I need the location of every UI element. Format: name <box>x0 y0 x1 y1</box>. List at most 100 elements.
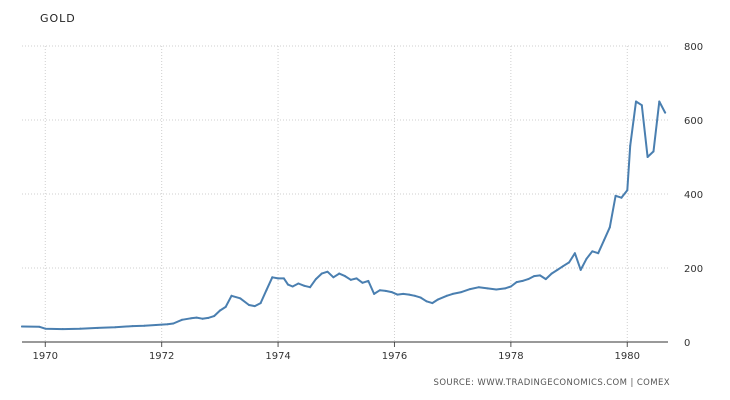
data-point <box>664 111 667 114</box>
data-point <box>265 289 268 292</box>
data-point <box>629 144 632 147</box>
data-point <box>143 324 146 327</box>
data-point <box>172 322 175 325</box>
data-point <box>349 278 352 281</box>
data-point <box>634 100 637 103</box>
x-tick-label: 1970 <box>33 351 58 362</box>
data-point <box>247 304 250 306</box>
data-point <box>277 277 280 280</box>
data-point <box>652 150 655 153</box>
data-point <box>579 268 582 271</box>
x-tick-label: 1980 <box>615 351 640 362</box>
data-point <box>344 275 346 278</box>
data-point <box>326 270 329 273</box>
data-point <box>195 316 198 319</box>
y-tick-label: 200 <box>684 264 703 275</box>
data-point <box>314 278 317 281</box>
data-point <box>189 317 192 320</box>
x-tick-label: 1974 <box>265 351 290 362</box>
data-point <box>431 302 434 305</box>
data-point <box>614 194 617 197</box>
data-point <box>303 284 306 287</box>
data-point <box>408 293 411 296</box>
data-point <box>332 276 335 279</box>
data-point <box>460 291 463 294</box>
x-tick-label: 1972 <box>149 351 174 362</box>
data-point <box>504 287 507 290</box>
chart-title: GOLD <box>40 12 76 25</box>
data-point <box>527 278 530 281</box>
data-point <box>297 282 300 285</box>
data-point <box>396 293 399 296</box>
data-point <box>320 272 323 275</box>
data-point <box>515 281 518 284</box>
data-point <box>282 277 285 280</box>
data-point <box>230 294 233 297</box>
data-point <box>259 302 262 305</box>
data-point <box>355 277 358 280</box>
data-point <box>181 318 184 321</box>
data-point <box>640 104 643 107</box>
source-attribution: SOURCE: WWW.TRADINGECONOMICS.COM | COMEX <box>433 378 670 388</box>
data-point <box>451 292 454 295</box>
data-point <box>166 323 169 326</box>
data-point <box>96 326 99 329</box>
y-tick-label: 600 <box>684 116 703 127</box>
data-point <box>218 309 221 312</box>
data-point <box>309 286 312 289</box>
data-point <box>486 287 489 290</box>
data-point <box>21 325 23 328</box>
data-point <box>413 294 416 297</box>
y-tick-label: 800 <box>684 42 703 53</box>
x-tick-label: 1976 <box>382 351 407 362</box>
data-point <box>544 278 547 281</box>
data-point <box>201 317 204 320</box>
data-point <box>608 226 611 229</box>
data-point <box>538 274 541 277</box>
data-point <box>44 327 47 330</box>
data-point <box>38 325 41 328</box>
data-point <box>562 265 565 268</box>
data-point <box>402 292 405 295</box>
data-point <box>550 272 553 275</box>
data-point <box>509 285 512 288</box>
data-point <box>253 305 256 308</box>
data-point <box>591 250 594 253</box>
data-point <box>338 272 341 275</box>
data-point <box>207 316 210 319</box>
data-point <box>291 285 294 288</box>
data-point <box>597 252 600 255</box>
data-point <box>521 279 524 282</box>
data-point <box>495 288 498 291</box>
x-tick-label: 1978 <box>498 351 523 362</box>
data-point <box>213 315 216 318</box>
data-point <box>419 296 422 299</box>
data-point <box>154 323 157 326</box>
data-point <box>626 189 629 192</box>
data-point <box>602 239 605 242</box>
data-point <box>477 286 480 289</box>
data-point <box>79 327 82 330</box>
data-point <box>373 292 376 295</box>
gold-price-line <box>21 100 667 331</box>
data-point <box>469 288 472 291</box>
data-point <box>361 281 364 284</box>
data-point <box>573 252 576 255</box>
data-point <box>658 100 661 103</box>
data-point <box>114 326 117 329</box>
data-point <box>390 291 393 294</box>
y-tick-label: 400 <box>684 190 703 201</box>
data-point <box>224 305 227 308</box>
data-point <box>367 279 370 282</box>
data-point <box>378 289 381 292</box>
data-point <box>271 276 274 279</box>
data-point <box>131 325 134 328</box>
data-point <box>445 294 448 297</box>
data-point <box>239 297 242 300</box>
data-point <box>620 196 623 199</box>
data-point <box>533 275 536 278</box>
data-point <box>437 298 440 301</box>
data-point <box>286 283 289 286</box>
data-point <box>384 289 387 292</box>
